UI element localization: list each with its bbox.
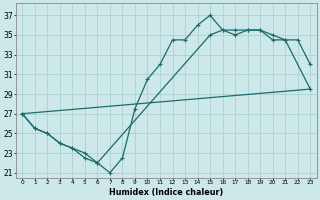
X-axis label: Humidex (Indice chaleur): Humidex (Indice chaleur) <box>109 188 223 197</box>
